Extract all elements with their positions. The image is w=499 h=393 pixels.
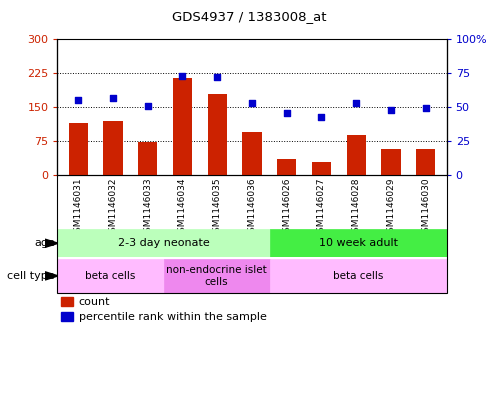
Point <box>422 105 430 112</box>
Bar <box>164 259 269 293</box>
Bar <box>138 142 157 175</box>
Point <box>317 114 325 120</box>
Bar <box>103 121 123 175</box>
Text: GSM1146028: GSM1146028 <box>352 177 361 237</box>
Point <box>179 73 187 79</box>
Bar <box>57 229 269 257</box>
Text: GSM1146031: GSM1146031 <box>74 177 83 238</box>
Bar <box>173 78 192 175</box>
Polygon shape <box>45 239 58 247</box>
Text: GSM1146029: GSM1146029 <box>387 177 396 237</box>
Text: beta cells: beta cells <box>85 271 136 281</box>
Text: GSM1146033: GSM1146033 <box>143 177 152 238</box>
Bar <box>69 123 88 175</box>
Bar <box>416 149 435 175</box>
Text: cell type: cell type <box>7 271 55 281</box>
Bar <box>61 312 73 321</box>
Bar <box>277 159 296 175</box>
Bar <box>312 162 331 175</box>
Bar <box>381 149 401 175</box>
Text: GSM1146027: GSM1146027 <box>317 177 326 237</box>
Text: age: age <box>34 238 55 248</box>
Point <box>248 100 256 106</box>
Bar <box>269 229 447 257</box>
Bar <box>57 259 164 293</box>
Text: GDS4937 / 1383008_at: GDS4937 / 1383008_at <box>172 10 327 23</box>
Bar <box>61 297 73 306</box>
Text: GSM1146026: GSM1146026 <box>282 177 291 237</box>
Bar <box>269 259 447 293</box>
Polygon shape <box>45 272 58 280</box>
Point <box>74 97 82 103</box>
Bar <box>208 94 227 175</box>
Bar <box>243 132 261 175</box>
Point <box>283 109 291 116</box>
Text: 10 week adult: 10 week adult <box>319 238 398 248</box>
Text: GSM1146034: GSM1146034 <box>178 177 187 237</box>
Text: GSM1146032: GSM1146032 <box>108 177 117 237</box>
Text: GSM1146030: GSM1146030 <box>421 177 430 238</box>
Text: 2-3 day neonate: 2-3 day neonate <box>118 238 210 248</box>
Point <box>109 94 117 101</box>
Text: GSM1146035: GSM1146035 <box>213 177 222 238</box>
Bar <box>347 135 366 175</box>
Text: count: count <box>79 297 110 307</box>
Point <box>352 100 360 106</box>
Point <box>144 103 152 109</box>
Text: percentile rank within the sample: percentile rank within the sample <box>79 312 266 322</box>
Point <box>387 107 395 113</box>
Point <box>213 74 221 81</box>
Text: non-endocrine islet
cells: non-endocrine islet cells <box>166 265 267 286</box>
Text: GSM1146036: GSM1146036 <box>248 177 256 238</box>
Text: beta cells: beta cells <box>333 271 383 281</box>
